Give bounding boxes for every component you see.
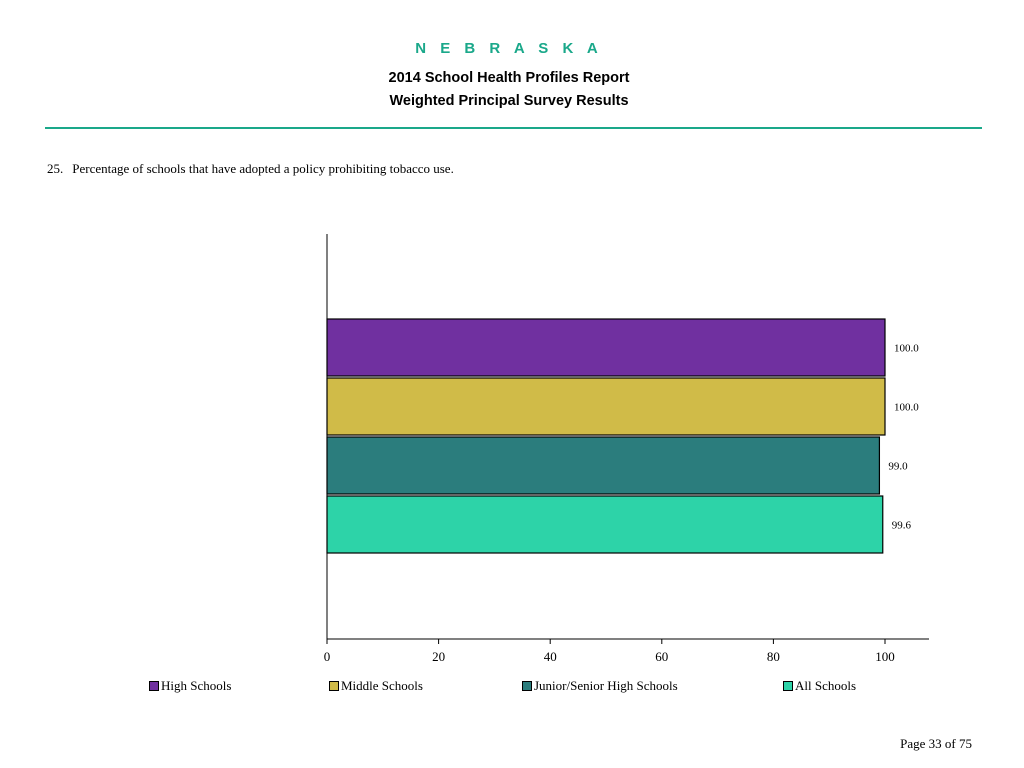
value-label: 99.6 bbox=[892, 520, 912, 532]
legend-swatch bbox=[783, 681, 793, 691]
legend-swatch bbox=[149, 681, 159, 691]
x-axis-ticks: 0 20 40 60 80 100 bbox=[324, 639, 895, 664]
legend-label: Middle Schools bbox=[341, 678, 423, 693]
legend-item: Junior/Senior High Schools bbox=[522, 678, 678, 694]
question: 25. Percentage of schools that have adopt… bbox=[47, 161, 454, 177]
bar-all-schools bbox=[326, 495, 884, 554]
bar-high-schools bbox=[326, 318, 886, 377]
x-tick-label: 20 bbox=[432, 649, 445, 664]
legend-item: All Schools bbox=[783, 678, 856, 694]
legend-label: Junior/Senior High Schools bbox=[534, 678, 678, 693]
x-tick-label: 80 bbox=[767, 649, 780, 664]
question-number: 25. bbox=[47, 161, 64, 176]
value-labels: 100.0 100.0 99.0 99.6 bbox=[888, 343, 919, 532]
legend-swatch bbox=[329, 681, 339, 691]
x-tick-label: 60 bbox=[655, 649, 668, 664]
question-text: Percentage of schools that have adopted … bbox=[72, 161, 454, 176]
legend-item: Middle Schools bbox=[329, 678, 423, 694]
legend-label: High Schools bbox=[161, 678, 232, 693]
header-divider bbox=[45, 127, 982, 129]
value-label: 99.0 bbox=[888, 461, 908, 473]
legend-swatch bbox=[522, 681, 532, 691]
report-subtitle: Weighted Principal Survey Results bbox=[389, 93, 629, 109]
bar-group bbox=[326, 318, 886, 554]
report-title: 2014 School Health Profiles Report bbox=[388, 70, 630, 86]
legend-item: High Schools bbox=[149, 678, 231, 694]
x-tick-label: 100 bbox=[875, 649, 895, 664]
legend-label: All Schools bbox=[795, 678, 857, 693]
bar-middle-schools bbox=[326, 377, 886, 436]
legend: High Schools Middle Schools Junior/Senior … bbox=[0, 678, 1024, 696]
x-tick-label: 40 bbox=[544, 649, 557, 664]
value-label: 100.0 bbox=[894, 343, 919, 355]
value-label: 100.0 bbox=[894, 402, 919, 414]
x-tick-label: 0 bbox=[324, 649, 331, 664]
page-number: Page 33 of 75 bbox=[900, 736, 972, 751]
bar-junior-senior-high-schools bbox=[326, 436, 881, 495]
bar-chart: 0 20 40 60 80 100 100.0 100.0 99.0 99.6 bbox=[324, 234, 929, 664]
state-name: N E B R A S K A bbox=[415, 40, 603, 57]
